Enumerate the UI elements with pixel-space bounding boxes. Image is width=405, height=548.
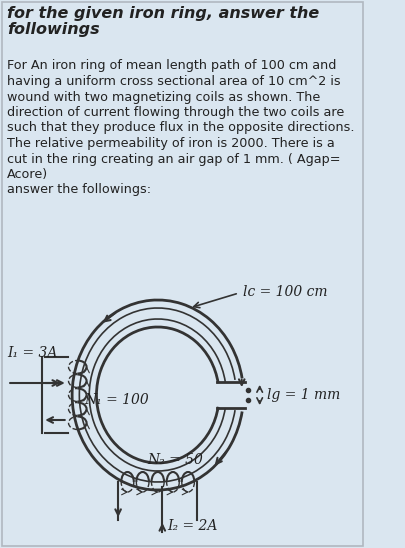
Text: such that they produce flux in the opposite directions.: such that they produce flux in the oppos… [7, 122, 355, 134]
Text: for the given iron ring, answer the: for the given iron ring, answer the [7, 6, 320, 21]
Text: followings: followings [7, 22, 100, 37]
Text: N₁ = 100: N₁ = 100 [85, 393, 149, 407]
Text: lg = 1 mm: lg = 1 mm [267, 388, 340, 402]
Text: direction of current flowing through the two coils are: direction of current flowing through the… [7, 106, 345, 119]
Text: cut in the ring creating an air gap of 1 mm. ( Agap=: cut in the ring creating an air gap of 1… [7, 152, 341, 165]
Text: For An iron ring of mean length path of 100 cm and: For An iron ring of mean length path of … [7, 60, 337, 72]
Text: The relative permeability of iron is 2000. There is a: The relative permeability of iron is 200… [7, 137, 335, 150]
Text: lc = 100 cm: lc = 100 cm [243, 285, 328, 299]
Text: N₂ = 50: N₂ = 50 [147, 453, 203, 467]
Text: wound with two magnetizing coils as shown. The: wound with two magnetizing coils as show… [7, 90, 320, 104]
Text: answer the followings:: answer the followings: [7, 184, 151, 197]
Text: having a uniform cross sectional area of 10 cm^2 is: having a uniform cross sectional area of… [7, 75, 341, 88]
Text: I₂ = 2A: I₂ = 2A [167, 519, 217, 533]
Text: I₁ = 3A: I₁ = 3A [7, 346, 58, 360]
Text: Acore): Acore) [7, 168, 48, 181]
FancyBboxPatch shape [2, 2, 363, 546]
